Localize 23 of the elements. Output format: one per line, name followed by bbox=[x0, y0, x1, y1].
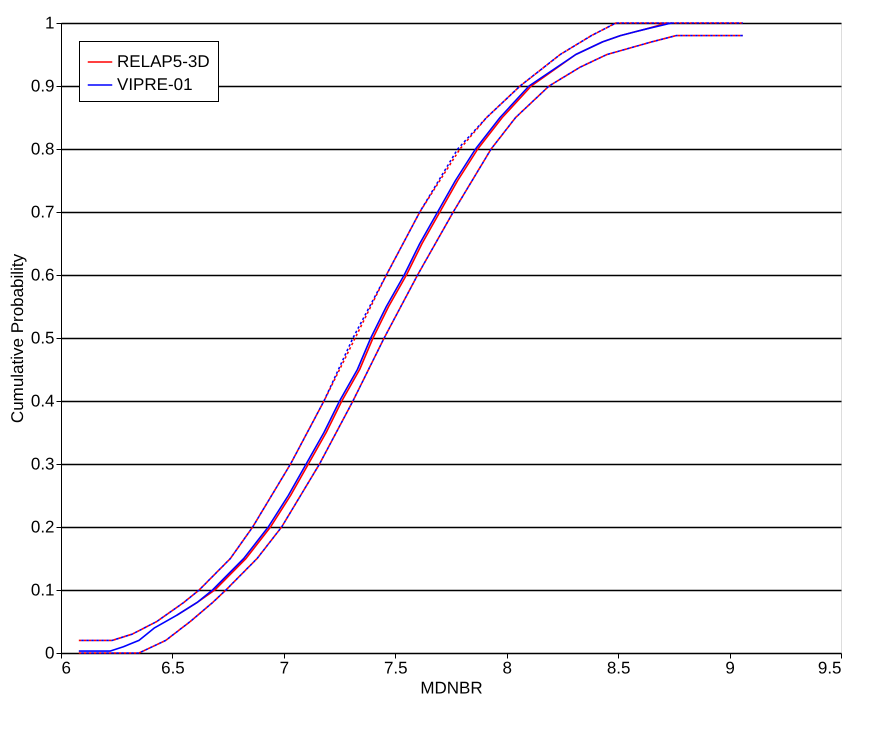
legend-label: RELAP5-3D bbox=[117, 52, 210, 71]
y-tick-label: 0.6 bbox=[30, 266, 54, 284]
y-tick-label: 0.1 bbox=[30, 580, 54, 600]
x-tick-label: 6 bbox=[62, 658, 71, 678]
legend-label: VIPRE-01 bbox=[117, 75, 193, 94]
y-tick-label: 1 bbox=[45, 14, 54, 32]
y-axis-title: Cumulative Probability bbox=[8, 253, 27, 424]
x-tick-label: 9.5 bbox=[818, 658, 842, 678]
x-tick-label: 7 bbox=[280, 658, 290, 678]
x-tick-label: 8 bbox=[502, 658, 512, 678]
y-tick-label: 0.5 bbox=[30, 328, 54, 348]
x-tick-label: 8.5 bbox=[606, 658, 630, 678]
y-tick-label: 0.8 bbox=[30, 140, 54, 158]
y-tick-label: 0.4 bbox=[30, 392, 54, 410]
x-tick-label: 9 bbox=[725, 658, 735, 678]
x-tick-label: 7.5 bbox=[384, 658, 408, 678]
y-tick-label: 0.7 bbox=[30, 202, 54, 222]
y-tick-label: 0.2 bbox=[30, 518, 54, 536]
y-tick-label: 0.3 bbox=[30, 454, 54, 474]
y-tick-label: 0.9 bbox=[30, 76, 54, 96]
x-axis-title: MDNBR bbox=[420, 678, 483, 698]
x-tick-label: 6.5 bbox=[161, 658, 185, 678]
y-tick-label: 0 bbox=[45, 644, 54, 662]
